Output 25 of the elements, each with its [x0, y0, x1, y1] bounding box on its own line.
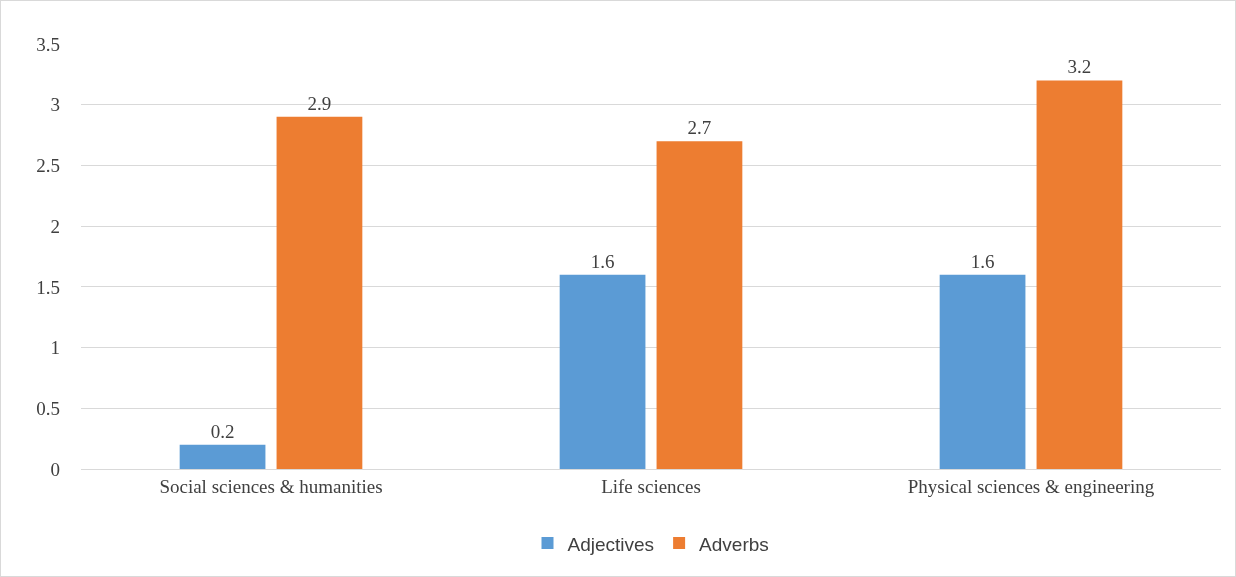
y-tick-label: 2	[50, 215, 60, 237]
bar	[939, 274, 1026, 469]
y-tick-label: 3.5	[36, 33, 60, 55]
y-tick-label: 0	[50, 458, 60, 480]
data-label: 3.2	[1067, 56, 1092, 78]
bar	[1036, 80, 1123, 469]
data-label: 1.6	[590, 250, 615, 272]
legend-label: Adjectives	[567, 533, 655, 555]
y-tick-label: 1	[50, 337, 60, 359]
y-tick-label: 3	[50, 94, 60, 116]
y-tick-label: 0.5	[36, 397, 60, 419]
data-label: 1.6	[970, 250, 995, 272]
y-tick-label: 1.5	[36, 276, 60, 298]
data-label: 2.7	[687, 117, 712, 139]
x-tick-label: Physical sciences & engineering	[907, 475, 1155, 497]
bar	[559, 274, 646, 469]
y-tick-label: 2.5	[36, 155, 60, 177]
bar	[656, 141, 743, 469]
x-tick-label: Social sciences & humanities	[159, 475, 383, 497]
bar	[179, 444, 266, 469]
data-label: 0.2	[210, 420, 235, 442]
data-label: 2.9	[307, 92, 332, 114]
x-tick-label: Life sciences	[601, 475, 701, 497]
legend-label: Adverbs	[699, 533, 769, 555]
bar	[276, 116, 363, 469]
